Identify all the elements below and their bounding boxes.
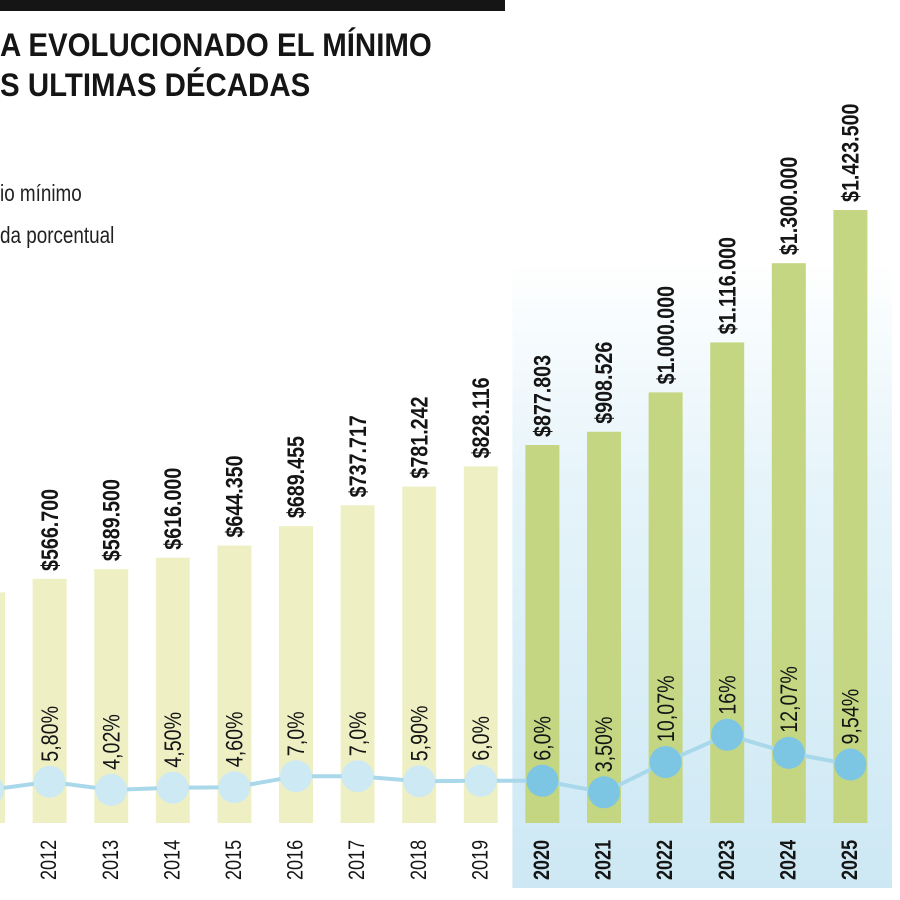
bar-2019 <box>463 466 498 823</box>
legend-item-percentage: da porcentual <box>0 222 115 248</box>
percentage-dot-2014 <box>156 771 189 804</box>
percentage-label-2015: 4,60% <box>221 711 248 767</box>
percentage-dot-2013 <box>95 773 128 806</box>
year-label-2020: 2020 <box>530 840 554 880</box>
year-label-2013: 2013 <box>99 840 123 880</box>
value-label-2018: $781.242 <box>406 397 433 479</box>
value-label-2021: $908.526 <box>590 342 617 424</box>
value-label-2015: $644.350 <box>221 455 248 537</box>
year-label-2017: 2017 <box>346 840 370 880</box>
year-label-2015: 2015 <box>222 840 246 880</box>
percentage-dot-2015 <box>218 771 251 804</box>
percentage-label-2014: 4,50% <box>159 712 186 768</box>
percentage-dot-2022 <box>649 746 682 779</box>
value-label-2014: $616.000 <box>159 468 186 550</box>
percentage-label-2024: 12,07% <box>775 666 802 733</box>
highlight-band-2020-2025 <box>512 260 892 888</box>
percentage-label-2023: 16% <box>714 675 741 714</box>
year-label-2019: 2019 <box>469 840 493 880</box>
percentage-label-2025: 9,54% <box>837 689 864 745</box>
value-label-2016: $689.455 <box>282 436 309 518</box>
title-bar <box>0 0 505 11</box>
bar-2011 <box>0 592 5 823</box>
percentage-dot-2023 <box>711 718 744 751</box>
percentage-dot-2012 <box>33 765 66 798</box>
bar-2020 <box>525 444 560 823</box>
percentage-label-2013: 4,02% <box>98 714 125 770</box>
value-label-2025: $1.423.500 <box>837 104 864 202</box>
value-label-2024: $1.300.000 <box>775 157 802 255</box>
year-label-2022: 2022 <box>654 840 678 880</box>
year-label-2014: 2014 <box>161 840 185 880</box>
chart-title-line-1: A EVOLUCIONADO EL MÍNIMO <box>0 27 432 63</box>
percentage-label-2019: 6,0% <box>467 716 494 761</box>
value-label-2020: $877.803 <box>529 355 556 437</box>
value-label-2011: $535.600 <box>0 502 2 584</box>
year-label-2012: 2012 <box>38 840 62 880</box>
value-label-2022: $1.000.000 <box>652 286 679 384</box>
value-label-2013: $589.500 <box>98 479 125 561</box>
year-label-2018: 2018 <box>407 840 431 880</box>
percentage-label-2017: 7,0% <box>344 711 371 756</box>
percentage-dot-2020 <box>526 764 559 797</box>
value-label-2019: $828.116 <box>467 377 494 458</box>
year-label-2023: 2023 <box>715 840 739 880</box>
bar-2023 <box>710 342 745 823</box>
bar-2024 <box>771 263 806 824</box>
percentage-label-2016: 7,0% <box>282 711 309 756</box>
percentage-label-2020: 6,0% <box>529 716 556 761</box>
percentage-dot-2017 <box>341 760 374 793</box>
percentage-dot-2021 <box>588 776 620 809</box>
percentage-label-2022: 10,07% <box>652 675 679 742</box>
percentage-dot-2024 <box>772 736 805 769</box>
percentage-dot-2016 <box>280 760 312 793</box>
percentage-label-2012: 5,80% <box>36 706 63 762</box>
percentage-dot-2018 <box>403 765 436 798</box>
year-label-2016: 2016 <box>284 840 308 880</box>
percentage-dot-2025 <box>834 748 867 781</box>
year-label-2021: 2021 <box>592 840 616 880</box>
year-label-2024: 2024 <box>777 839 801 880</box>
percentage-dot-2011 <box>0 779 4 801</box>
chart-title-line-2: S ULTIMAS DÉCADAS <box>0 67 311 103</box>
bar-2025 <box>833 210 868 823</box>
value-label-2012: $566.700 <box>36 489 63 571</box>
bar-2021 <box>587 431 621 823</box>
value-label-2017: $737.717 <box>344 415 371 497</box>
legend-item-minimum-wage: io mínimo <box>0 180 82 206</box>
value-label-2023: $1.116.000 <box>714 237 741 334</box>
percentage-dot-2019 <box>464 764 497 797</box>
percentage-label-2021: 3,50% <box>590 717 617 773</box>
year-label-2025: 2025 <box>838 840 862 880</box>
percentage-label-2018: 5,90% <box>406 705 433 761</box>
